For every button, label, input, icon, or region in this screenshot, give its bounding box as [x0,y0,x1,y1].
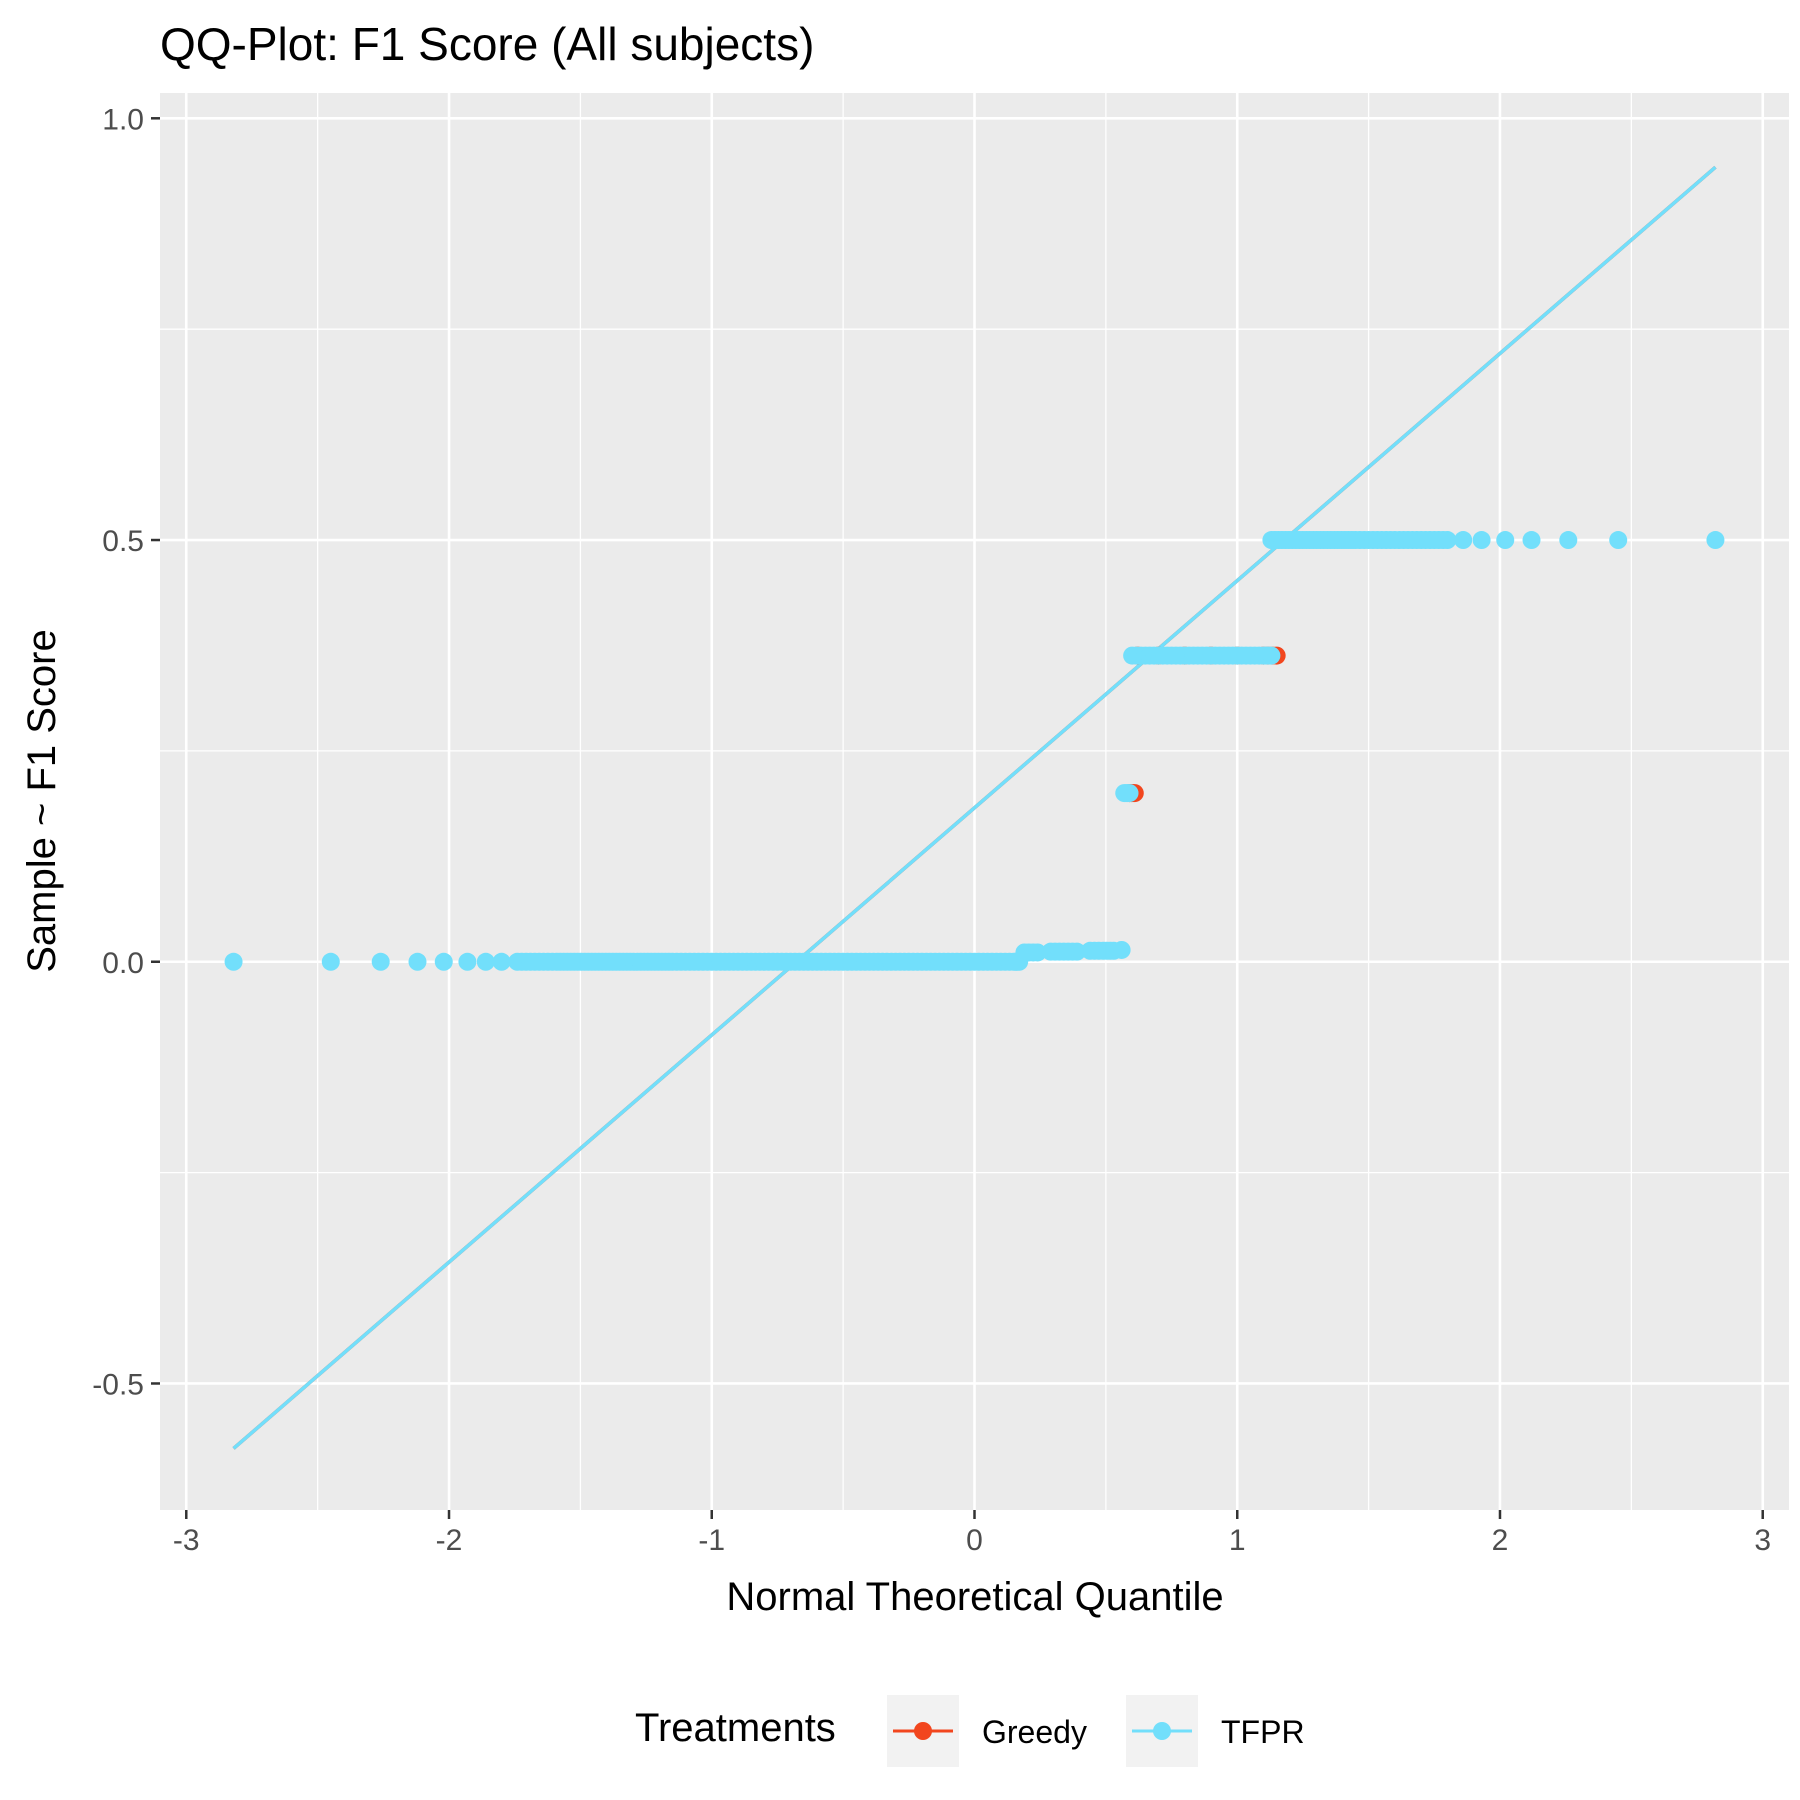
qq-line-tfpr [232,165,1717,1450]
x-tick-label: -2 [436,1524,463,1557]
point-tfpr [224,952,243,971]
point-tfpr [476,952,495,971]
point-tfpr [408,952,427,971]
point-tfpr [1438,531,1457,550]
point-tfpr [1609,531,1628,550]
legend-title: Treatments [635,1706,836,1750]
point-tfpr [1522,531,1541,550]
y-tick-label: -0.5 [92,1368,144,1401]
point-tfpr [458,952,477,971]
point-tfpr [492,952,511,971]
point-tfpr [1472,531,1491,550]
legend-key-point-greedy [914,1722,932,1740]
point-tfpr [1112,940,1131,959]
y-axis: -0.5 0.0 0.5 1.0 [92,103,160,1401]
point-tfpr [1559,531,1578,550]
point-tfpr [1706,531,1725,550]
point-tfpr [371,952,390,971]
y-tick-label: 1.0 [102,103,144,136]
x-tick-label: 3 [1754,1524,1771,1557]
x-tick-label: 1 [1229,1524,1246,1557]
y-tick-label: 0.5 [102,525,144,558]
chart-title: QQ-Plot: F1 Score (All subjects) [160,18,814,70]
point-tfpr [1028,943,1047,962]
x-tick-label: -1 [698,1524,725,1557]
point-tfpr [1496,531,1515,550]
legend-label-tfpr: TFPR [1221,1714,1305,1750]
x-tick-label: 0 [966,1524,983,1557]
y-tick-label: 0.0 [102,947,144,980]
point-tfpr [434,952,453,971]
point-tfpr [1454,531,1473,550]
reference-lines [232,165,1717,1450]
point-tfpr [1262,646,1281,665]
data-points [224,531,1725,971]
x-axis-title: Normal Theoretical Quantile [726,1575,1223,1619]
point-tfpr [1067,942,1086,961]
point-tfpr [1120,784,1139,803]
y-axis-title: Sample ~ F1 Score [20,629,64,973]
grid-minor [160,93,1789,1510]
x-tick-label: -3 [173,1524,200,1557]
legend-label-greedy: Greedy [982,1714,1087,1750]
x-axis: -3 -2 -1 0 1 2 3 [173,1510,1771,1557]
legend-key-point-tfpr [1153,1722,1171,1740]
legend: Treatments Greedy TFPR [635,1695,1305,1767]
point-tfpr [321,952,340,971]
x-tick-label: 2 [1492,1524,1509,1557]
grid-major [160,93,1789,1510]
